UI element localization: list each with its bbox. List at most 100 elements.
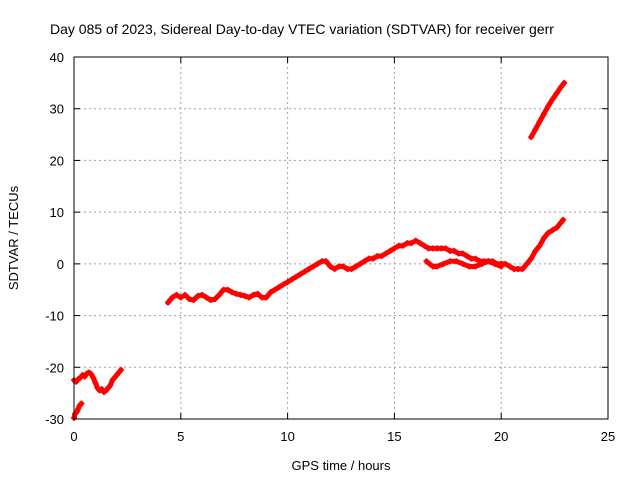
data-point bbox=[229, 289, 236, 296]
data-point bbox=[370, 255, 377, 262]
data-point bbox=[446, 258, 453, 265]
y-axis-label: SDTVAR / TECUs bbox=[6, 185, 21, 290]
data-point bbox=[459, 250, 466, 257]
data-point bbox=[387, 247, 394, 254]
x-axis-label: GPS time / hours bbox=[292, 458, 391, 473]
data-point bbox=[81, 373, 88, 380]
data-point bbox=[451, 247, 458, 254]
data-point bbox=[491, 260, 498, 267]
data-point bbox=[267, 289, 274, 296]
data-point bbox=[250, 291, 257, 298]
data-point bbox=[478, 260, 485, 267]
data-point bbox=[117, 366, 124, 373]
data-point bbox=[417, 240, 424, 247]
data-point bbox=[107, 382, 114, 389]
data-point bbox=[434, 263, 441, 270]
data-point bbox=[352, 263, 359, 270]
data-point bbox=[464, 253, 471, 260]
data-series bbox=[71, 400, 85, 421]
x-tick-label: 25 bbox=[601, 429, 615, 444]
data-point bbox=[90, 374, 97, 381]
data-point bbox=[348, 266, 355, 273]
data-point bbox=[519, 266, 526, 273]
data-point bbox=[310, 263, 317, 270]
data-point bbox=[237, 291, 244, 298]
data-point bbox=[549, 227, 556, 234]
data-point bbox=[177, 294, 184, 301]
data-point bbox=[459, 260, 466, 267]
data-point bbox=[399, 242, 406, 249]
x-tick-label: 0 bbox=[70, 429, 77, 444]
x-tick-label: 15 bbox=[387, 429, 401, 444]
x-tick-label: 20 bbox=[494, 429, 508, 444]
data-point bbox=[549, 96, 556, 103]
data-point bbox=[199, 291, 206, 298]
data-point bbox=[254, 290, 261, 297]
data-point bbox=[536, 118, 543, 125]
data-point bbox=[169, 294, 176, 301]
data-point bbox=[421, 242, 428, 249]
data-point bbox=[186, 296, 193, 303]
plot-frame bbox=[73, 56, 609, 420]
data-point bbox=[361, 258, 368, 265]
data-point bbox=[378, 253, 385, 260]
y-tick-label: 20 bbox=[50, 153, 64, 168]
data-point bbox=[92, 379, 99, 386]
data-point bbox=[528, 134, 535, 141]
data-point bbox=[498, 263, 505, 270]
y-tick-label: 0 bbox=[57, 257, 64, 272]
y-tick-label: 40 bbox=[50, 50, 64, 65]
data-point bbox=[357, 260, 364, 267]
data-point bbox=[545, 229, 552, 236]
data-point bbox=[173, 291, 180, 298]
data-point bbox=[327, 263, 334, 270]
data-point bbox=[472, 255, 479, 262]
data-point bbox=[532, 126, 539, 133]
data-point bbox=[280, 281, 287, 288]
data-point bbox=[506, 263, 513, 270]
data-point bbox=[182, 291, 189, 298]
data-point bbox=[293, 273, 300, 280]
data-point bbox=[194, 292, 201, 299]
y-tick-label: 10 bbox=[50, 205, 64, 220]
data-point bbox=[271, 286, 278, 293]
data-point bbox=[558, 83, 565, 90]
data-point bbox=[536, 242, 543, 249]
data-point bbox=[331, 266, 338, 273]
data-point bbox=[502, 260, 509, 267]
data-series bbox=[423, 258, 505, 270]
data-points bbox=[71, 79, 568, 421]
data-series bbox=[164, 216, 567, 306]
data-point bbox=[528, 255, 535, 262]
y-tick-label: 30 bbox=[50, 102, 64, 117]
data-point bbox=[314, 260, 321, 267]
data-point bbox=[305, 266, 312, 273]
data-point bbox=[560, 216, 567, 223]
data-point bbox=[88, 371, 95, 378]
grid-lines bbox=[74, 57, 608, 419]
data-point bbox=[98, 386, 105, 393]
x-tick-label: 5 bbox=[177, 429, 184, 444]
data-point bbox=[540, 110, 547, 117]
data-point bbox=[553, 90, 560, 97]
data-point bbox=[203, 294, 210, 301]
data-point bbox=[466, 263, 473, 270]
data-point bbox=[190, 297, 197, 304]
data-point bbox=[216, 291, 223, 298]
y-tick-label: -20 bbox=[45, 360, 64, 375]
data-point bbox=[553, 224, 560, 231]
data-series bbox=[528, 79, 568, 141]
data-point bbox=[532, 247, 539, 254]
data-point bbox=[77, 401, 84, 408]
data-point bbox=[453, 258, 460, 265]
data-point bbox=[78, 400, 85, 407]
data-point bbox=[207, 297, 214, 304]
data-point bbox=[540, 235, 547, 241]
data-series bbox=[71, 366, 124, 396]
data-point bbox=[233, 290, 240, 297]
data-point bbox=[442, 245, 449, 252]
data-point bbox=[545, 103, 552, 110]
data-point bbox=[423, 258, 430, 265]
chart-title: Day 085 of 2023, Sidereal Day-to-day VTE… bbox=[50, 21, 554, 37]
